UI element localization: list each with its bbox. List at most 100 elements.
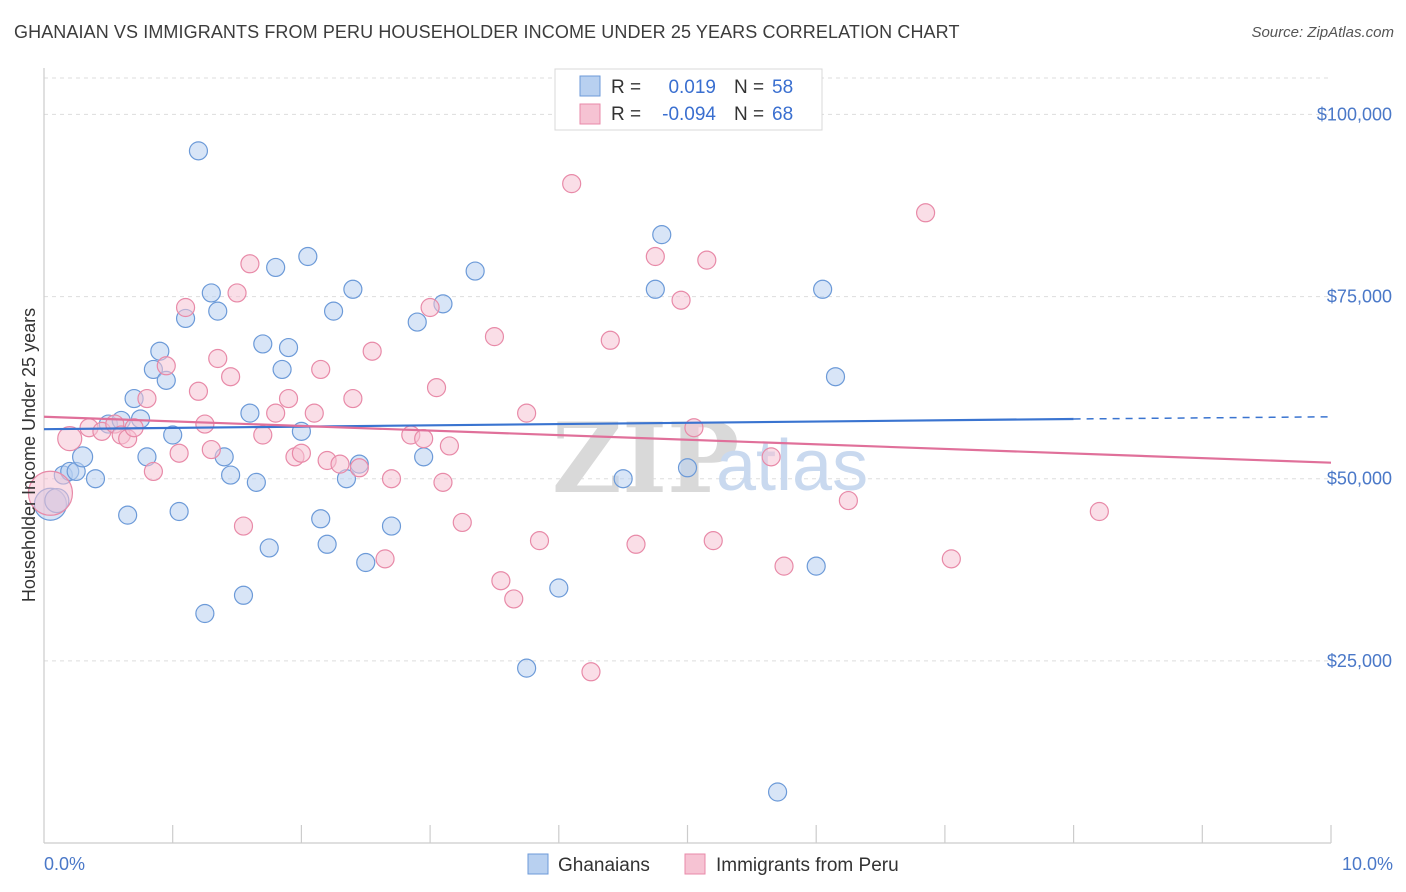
peru-point <box>626 534 646 554</box>
ghanaians-point <box>767 782 788 802</box>
peru-point <box>439 436 460 456</box>
peru-point <box>188 381 209 401</box>
peru-point <box>774 556 794 576</box>
ghanaians-point <box>240 403 260 423</box>
x-tick-label: 10.0% <box>1342 854 1393 874</box>
peru-point <box>330 454 350 474</box>
y-tick-label: $75,000 <box>1327 287 1392 307</box>
peru-point <box>233 516 254 536</box>
axes-layer <box>43 68 1332 844</box>
stats-r-label-blue: R = <box>611 77 641 98</box>
peru-point <box>697 250 717 270</box>
peru-point <box>169 443 189 463</box>
ghanaians-point <box>677 458 698 478</box>
ghanaians-point <box>825 367 846 387</box>
peru-point <box>426 378 447 398</box>
peru-point <box>414 429 434 449</box>
ghanaians-point <box>613 469 633 489</box>
ghanaians-point <box>407 312 427 332</box>
peru-point <box>562 174 582 194</box>
y-tick-label: $50,000 <box>1327 469 1392 489</box>
peru-point <box>201 439 221 460</box>
ghanaians-point <box>188 141 209 161</box>
stats-r-value-pink: -0.094 <box>662 104 716 125</box>
peru-point <box>452 512 472 533</box>
peru-point <box>253 425 273 445</box>
peru-point <box>143 461 163 482</box>
peru-point <box>175 297 196 318</box>
peru-point <box>671 290 691 310</box>
tick-labels: $25,000 $50,000 $75,000 $100,000 0.0% 10.0% <box>44 104 1393 874</box>
y-axis-label: Householder Income Under 25 years <box>19 308 39 602</box>
peru-point <box>684 418 704 438</box>
ghanaians-point <box>259 538 279 558</box>
ghanaians-point <box>356 552 376 573</box>
peru-point <box>27 470 74 516</box>
x-tick-label: 0.0% <box>44 854 85 874</box>
peru-point <box>349 458 369 478</box>
peru-point <box>240 254 260 274</box>
ghanaians-point <box>272 359 292 380</box>
ghanaians-point <box>266 257 286 278</box>
peru-point <box>703 531 723 551</box>
ghanaians-point <box>233 585 254 605</box>
peru-point <box>381 469 402 489</box>
ghanaians-point <box>343 279 363 299</box>
ghanaians-point <box>414 447 434 467</box>
peru-point <box>221 367 241 387</box>
stats-n-value-pink: 68 <box>772 104 793 125</box>
ghanaians-point <box>517 658 537 678</box>
ghanaians-point <box>323 301 344 321</box>
ghanaians-point <box>195 603 215 624</box>
watermark-zip: ZIP <box>552 402 739 515</box>
stats-n-label-pink: N = <box>734 104 764 125</box>
ghanaians-point <box>298 246 318 267</box>
peru-point <box>504 589 524 609</box>
peru-point <box>156 356 176 376</box>
peru-point <box>291 443 311 463</box>
peru-point <box>433 472 453 492</box>
ghanaians-point <box>549 578 569 598</box>
stats-box: R = 0.019 N = 58 R = -0.094 N = 68 <box>554 68 823 131</box>
source-credit: Source: ZipAtlas.com <box>1251 24 1394 41</box>
ghanaians-point <box>465 261 485 281</box>
peru-point <box>941 549 961 569</box>
grid-layer <box>44 77 1331 662</box>
ghanaians-point <box>169 501 189 522</box>
ghanaians-trend-line-extension <box>1073 416 1332 420</box>
peru-point <box>278 388 299 409</box>
stats-n-label-blue: N = <box>734 77 764 98</box>
ghanaians-point <box>806 556 826 576</box>
peru-point <box>581 662 601 682</box>
peru-point <box>375 549 395 569</box>
peru-point <box>195 414 215 434</box>
ghanaians-point <box>201 283 221 303</box>
y-tick-label: $25,000 <box>1327 651 1392 671</box>
peru-point <box>645 246 665 267</box>
watermark-atlas: atlas <box>716 426 868 506</box>
ghanaians-point <box>652 225 672 245</box>
peru-point <box>208 348 228 369</box>
ghanaians-point <box>278 337 299 358</box>
stats-r-label-pink: R = <box>611 104 641 125</box>
ghanaians-point <box>311 509 331 529</box>
ghanaians-point <box>163 425 183 445</box>
legend-swatch-peru <box>684 853 706 875</box>
peru-point <box>266 403 286 423</box>
ghanaians-point <box>85 469 106 489</box>
ghanaians-point <box>246 472 266 492</box>
stats-r-value-blue: 0.019 <box>668 77 716 98</box>
y-tick-label: $100,000 <box>1317 104 1392 124</box>
peru-point <box>484 327 505 347</box>
peru-trend-line <box>43 415 1332 464</box>
legend: Ghanaians Immigrants from Peru <box>527 853 899 876</box>
ghanaians-point <box>381 516 402 536</box>
peru-point <box>304 403 324 423</box>
stats-swatch-pink <box>579 103 601 125</box>
peru-point <box>600 330 620 350</box>
ghanaians-trend-line <box>43 417 1074 431</box>
legend-label-peru: Immigrants from Peru <box>716 855 899 876</box>
ghanaians-point <box>813 279 833 299</box>
legend-label-ghanaians: Ghanaians <box>558 855 650 876</box>
